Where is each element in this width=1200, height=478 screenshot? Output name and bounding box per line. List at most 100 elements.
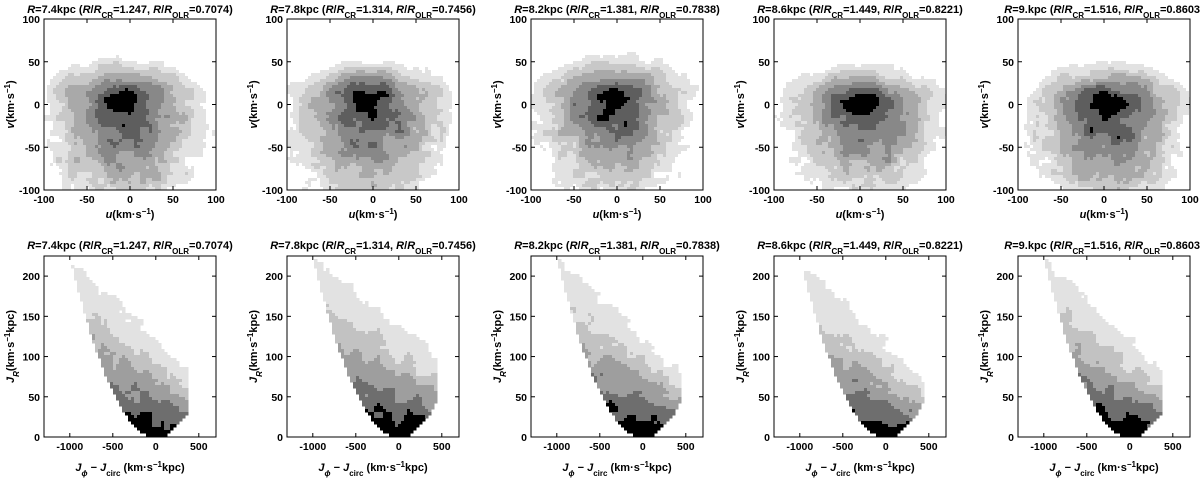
x-tick-label: 0 (883, 441, 889, 453)
y-tick-label: 100 (509, 14, 527, 26)
title-rcr: =1.314, (356, 240, 396, 252)
panel-actions-3: R=8.2kpc (R/RCR=1.381, R/ROLR=0.7838) -10… (490, 240, 721, 478)
panel-title: R=7.4kpc (R/RCR=1.247, R/ROLR=0.7074) (27, 4, 233, 20)
title-radius: =7.4kpc ( (35, 4, 83, 16)
x-tick-label: 100 (694, 194, 712, 206)
plot-frame (1017, 255, 1191, 438)
contour-map (558, 259, 682, 437)
x-tick-label: 0 (396, 441, 402, 453)
x-tick-label: 0 (153, 441, 159, 453)
y-tick-label: -50 (268, 142, 283, 154)
plot-frame (286, 255, 460, 438)
x-tick-label: 0 (1127, 441, 1133, 453)
y-axis-label: v(km·s−1) (977, 80, 992, 129)
y-tick-label: -50 (755, 142, 770, 154)
x-tick-label: 0 (370, 194, 376, 206)
y-tick-label: 100 (752, 14, 770, 26)
contour-map (804, 271, 925, 437)
panel-velocity-3: R=8.2kpc (R/RCR=1.381, R/ROLR=0.7838) -10… (490, 4, 721, 221)
x-axis-label: u(km·s−1) (593, 207, 642, 222)
x-tick-label: -1000 (56, 441, 83, 453)
title-rolr: =0.7838) (676, 4, 720, 16)
y-axis-label: v(km·s−1) (490, 80, 505, 129)
x-tick-label: -100 (1007, 194, 1028, 206)
contour-map (44, 52, 216, 190)
title-radius: =8.2kpc ( (522, 240, 570, 252)
x-tick-label: -500 (102, 441, 123, 453)
x-tick-label: 500 (920, 441, 938, 453)
y-tick-label: 50 (758, 57, 770, 69)
title-radius: =7.4kpc ( (35, 240, 83, 252)
title-radius: =8.6kpc ( (765, 4, 813, 16)
y-tick-label: -100 (993, 185, 1014, 197)
x-tick-label: -500 (345, 441, 366, 453)
x-tick-label: 50 (897, 194, 909, 206)
x-tick-label: -500 (589, 441, 610, 453)
title-rolr: =0.8603) (1160, 240, 1200, 252)
x-tick-label: 500 (1164, 441, 1182, 453)
x-tick-label: 100 (937, 194, 955, 206)
x-tick-label: 0 (640, 441, 646, 453)
x-tick-label: 500 (433, 441, 451, 453)
y-axis-label: JR(km·s−1kpc) (490, 310, 508, 383)
y-tick-label: 100 (996, 352, 1014, 364)
y-tick-label: 100 (22, 352, 40, 364)
x-tick-label: 100 (1181, 194, 1199, 206)
title-rcr: =1.449, (843, 4, 883, 16)
panel-velocity-4: R=8.6kpc (R/RCR=1.449, R/ROLR=0.8221) -10… (733, 4, 964, 221)
y-tick-label: 150 (509, 311, 527, 323)
title-rolr: =0.8221) (919, 4, 963, 16)
contour-map (1018, 55, 1190, 190)
x-tick-label: -50 (566, 194, 581, 206)
y-tick-label: 50 (1002, 57, 1014, 69)
x-tick-label: -100 (276, 194, 297, 206)
y-tick-label: -100 (262, 185, 283, 197)
x-tick-label: 0 (1101, 194, 1107, 206)
x-tick-label: -100 (33, 194, 54, 206)
y-tick-label: 0 (34, 432, 40, 444)
panel-actions-1: R=7.4kpc (R/RCR=1.247, R/ROLR=0.7074) -10… (3, 240, 234, 478)
panel-title: R=8.6kpc (R/RCR=1.449, R/ROLR=0.8221) (757, 240, 963, 256)
panel-title: R=8.2kpc (R/RCR=1.381, R/ROLR=0.7838) (514, 4, 720, 20)
y-tick-label: 100 (752, 352, 770, 364)
y-tick-label: 100 (265, 14, 283, 26)
y-tick-label: 150 (22, 311, 40, 323)
y-tick-label: 200 (752, 271, 770, 283)
contour-map (314, 259, 438, 437)
title-rolr: =0.8603) (1160, 4, 1200, 16)
x-tick-label: 0 (127, 194, 133, 206)
y-tick-label: 0 (521, 432, 527, 444)
contour-map (531, 46, 703, 190)
x-tick-label: 500 (190, 441, 208, 453)
y-tick-label: 0 (764, 100, 770, 112)
title-rcr: =1.247, (113, 240, 153, 252)
x-axis-label: Jϕ − Jcirc (km·s−1kpc) (1049, 460, 1159, 478)
x-axis-label: u(km·s−1) (836, 207, 885, 222)
x-tick-label: 0 (614, 194, 620, 206)
plot-frame (530, 255, 704, 438)
y-tick-label: 100 (996, 14, 1014, 26)
title-rcr: =1.516, (1084, 4, 1124, 16)
x-tick-label: -50 (79, 194, 94, 206)
x-tick-label: -1000 (786, 441, 813, 453)
panel-title: R=8.2kpc (R/RCR=1.381, R/ROLR=0.7838) (514, 240, 720, 256)
y-tick-label: 50 (1002, 392, 1014, 404)
y-tick-label: 150 (752, 311, 770, 323)
y-axis-label: v(km·s−1) (733, 80, 748, 129)
y-tick-label: -50 (25, 142, 40, 154)
x-tick-label: -500 (832, 441, 853, 453)
panel-velocity-2: R=7.8kpc (R/RCR=1.314, R/ROLR=0.7456) -10… (246, 4, 477, 221)
y-tick-label: 200 (509, 271, 527, 283)
x-tick-label: 50 (167, 194, 179, 206)
panel-title: R=7.8kpc (R/RCR=1.314, R/ROLR=0.7456) (270, 4, 476, 20)
y-tick-label: -100 (19, 185, 40, 197)
title-radius: =8.2kpc ( (522, 4, 570, 16)
y-axis-label: JR(km·s−1kpc) (977, 310, 995, 383)
title-rolr: =0.7456) (432, 240, 476, 252)
x-tick-label: -50 (809, 194, 824, 206)
y-tick-label: -50 (999, 142, 1014, 154)
y-axis-label: JR(km·s−1kpc) (246, 310, 264, 383)
title-rolr: =0.7074) (189, 4, 233, 16)
x-tick-label: 100 (450, 194, 468, 206)
